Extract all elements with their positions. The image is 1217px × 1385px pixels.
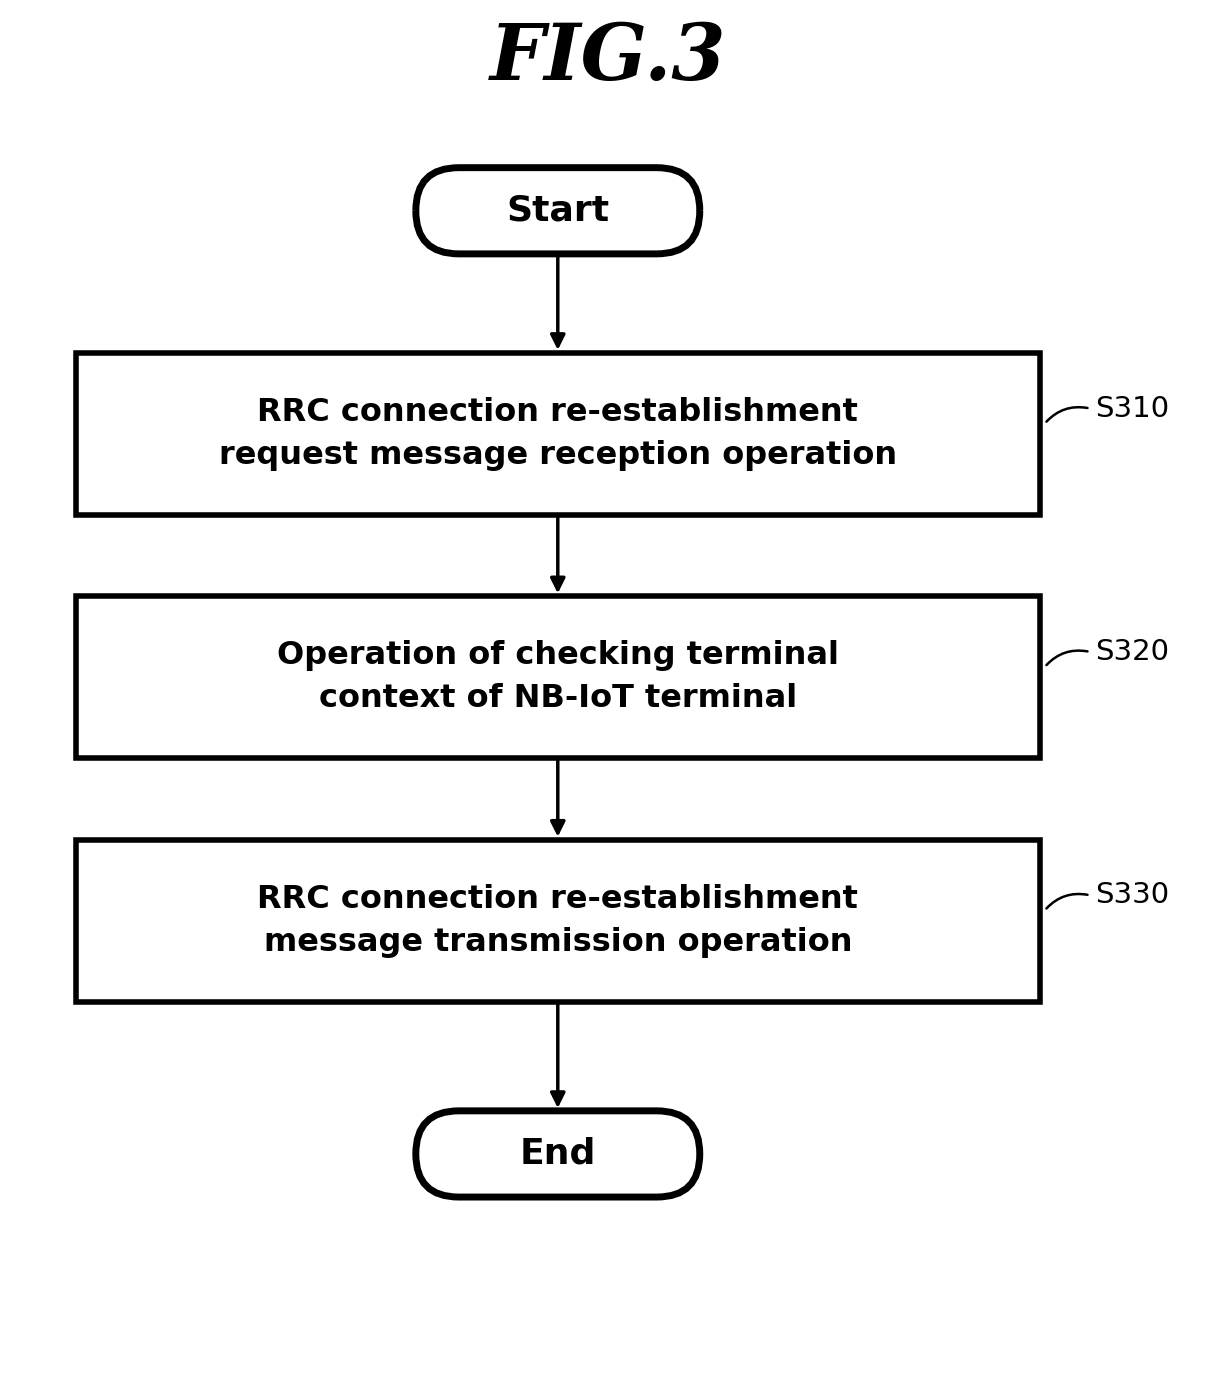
FancyBboxPatch shape: [416, 168, 700, 253]
Text: FIG.3: FIG.3: [490, 21, 727, 97]
Text: S330: S330: [1095, 881, 1170, 910]
Text: S310: S310: [1095, 395, 1170, 422]
Text: RRC connection re-establishment
message transmission operation: RRC connection re-establishment message …: [257, 884, 858, 957]
Text: End: End: [520, 1137, 596, 1170]
FancyBboxPatch shape: [75, 353, 1039, 515]
FancyBboxPatch shape: [75, 596, 1039, 759]
Text: RRC connection re-establishment
request message reception operation: RRC connection re-establishment request …: [219, 397, 897, 471]
Text: Start: Start: [506, 194, 610, 227]
Text: S320: S320: [1095, 638, 1170, 666]
Text: Operation of checking terminal
context of NB-IoT terminal: Operation of checking terminal context o…: [276, 640, 839, 715]
FancyBboxPatch shape: [75, 839, 1039, 1001]
FancyBboxPatch shape: [416, 1111, 700, 1197]
